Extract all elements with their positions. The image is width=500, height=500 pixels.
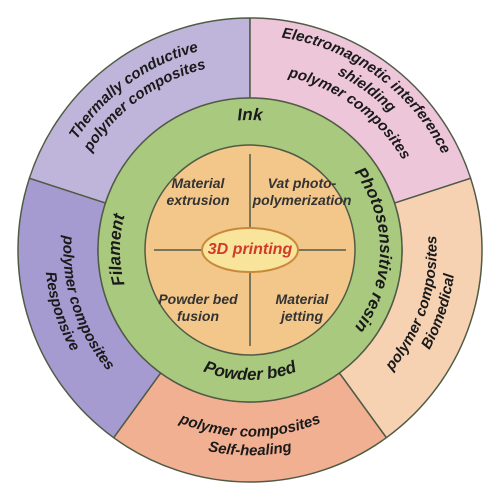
green-ring-label: Ink xyxy=(237,105,265,125)
quadrant-label: Vat photo-polymerization xyxy=(247,175,357,209)
quadrant-label: Powder bedfusion xyxy=(143,291,253,325)
quadrant-label: Materialjetting xyxy=(247,291,357,325)
quadrant-label: Materialextrusion xyxy=(143,175,253,209)
center-title: 3D printing xyxy=(208,241,292,259)
radial-diagram: Thermally conductivepolymer compositesEl… xyxy=(0,0,500,500)
